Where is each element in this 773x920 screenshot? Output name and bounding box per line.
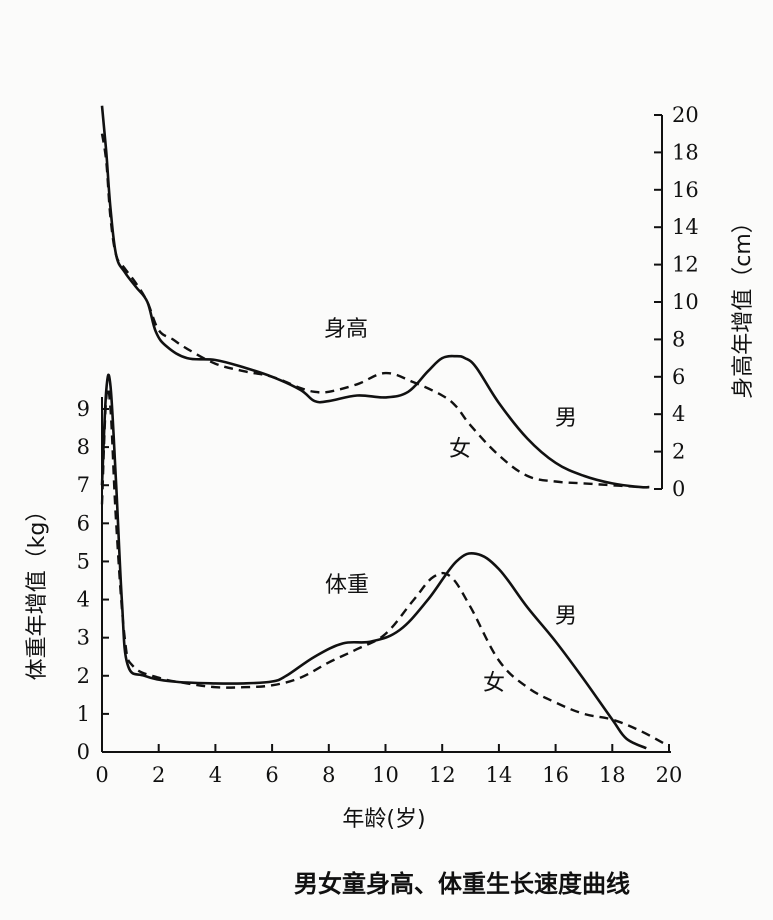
weight-y-tick-label: 7 — [77, 473, 90, 497]
axes-layer: 0 2 4 6 8 10 12 14 16 18 2001234567890246810121416… — [77, 103, 699, 787]
curves-layer — [100, 105, 670, 750]
height-axis-title: 身高年增值（cm） — [731, 211, 756, 399]
weight-y-tick-label: 0 — [77, 740, 90, 764]
weight-curve-female — [100, 386, 670, 748]
height-y-tick-label: 16 — [672, 178, 699, 202]
height-y-tick-label: 14 — [672, 215, 699, 239]
x-tick-label: 0 — [95, 763, 108, 787]
height-y-tick-label: 6 — [672, 365, 685, 389]
weight-y-tick-label: 1 — [77, 702, 90, 726]
height-male-label: 男 — [555, 406, 577, 431]
chart-caption: 男女童身高、体重生长速度曲线 — [294, 870, 630, 898]
x-tick-label: 2 — [152, 763, 165, 787]
x-axis-title: 年龄(岁) — [342, 807, 425, 832]
height-curve-male — [100, 105, 650, 489]
x-tick-label: 14 — [486, 763, 513, 787]
height-y-tick-label: 20 — [672, 103, 699, 127]
height-y-tick-label: 2 — [672, 440, 685, 464]
height-y-tick-label: 12 — [672, 253, 699, 277]
weight-y-tick-label: 6 — [77, 511, 90, 535]
height-panel-label: 身高 — [324, 317, 368, 342]
x-tick-label: 18 — [599, 763, 626, 787]
height-y-tick-label: 4 — [672, 402, 685, 426]
height-y-tick-label: 18 — [672, 140, 699, 164]
height-y-tick-label: 10 — [672, 290, 699, 314]
x-tick-label: 10 — [372, 763, 399, 787]
height-y-tick-label: 0 — [672, 477, 685, 501]
weight-axis-title: 体重年增值（kg） — [25, 500, 50, 681]
weight-y-tick-label: 2 — [77, 664, 90, 688]
x-tick-label: 12 — [429, 763, 456, 787]
x-tick-label: 20 — [656, 763, 683, 787]
weight-y-tick-label: 9 — [77, 397, 90, 421]
weight-y-tick-label: 3 — [77, 626, 90, 650]
x-tick-label: 4 — [209, 763, 222, 787]
x-tick-label: 6 — [265, 763, 278, 787]
height-curve-female — [100, 133, 650, 489]
labels-layer: 身高年增值（cm） 体重年增值（kg） 年龄(岁) 身高 体重 男 女 男 女 … — [25, 211, 756, 898]
weight-panel-label: 体重 — [325, 573, 369, 598]
weight-y-tick-label: 5 — [77, 549, 90, 573]
weight-female-label: 女 — [483, 671, 505, 696]
x-tick-label: 8 — [322, 763, 335, 787]
weight-y-tick-label: 8 — [77, 435, 90, 459]
height-y-tick-label: 8 — [672, 327, 685, 351]
weight-y-tick-label: 4 — [77, 588, 90, 612]
x-tick-label: 16 — [542, 763, 569, 787]
weight-male-label: 男 — [555, 604, 577, 629]
height-female-label: 女 — [449, 437, 471, 462]
